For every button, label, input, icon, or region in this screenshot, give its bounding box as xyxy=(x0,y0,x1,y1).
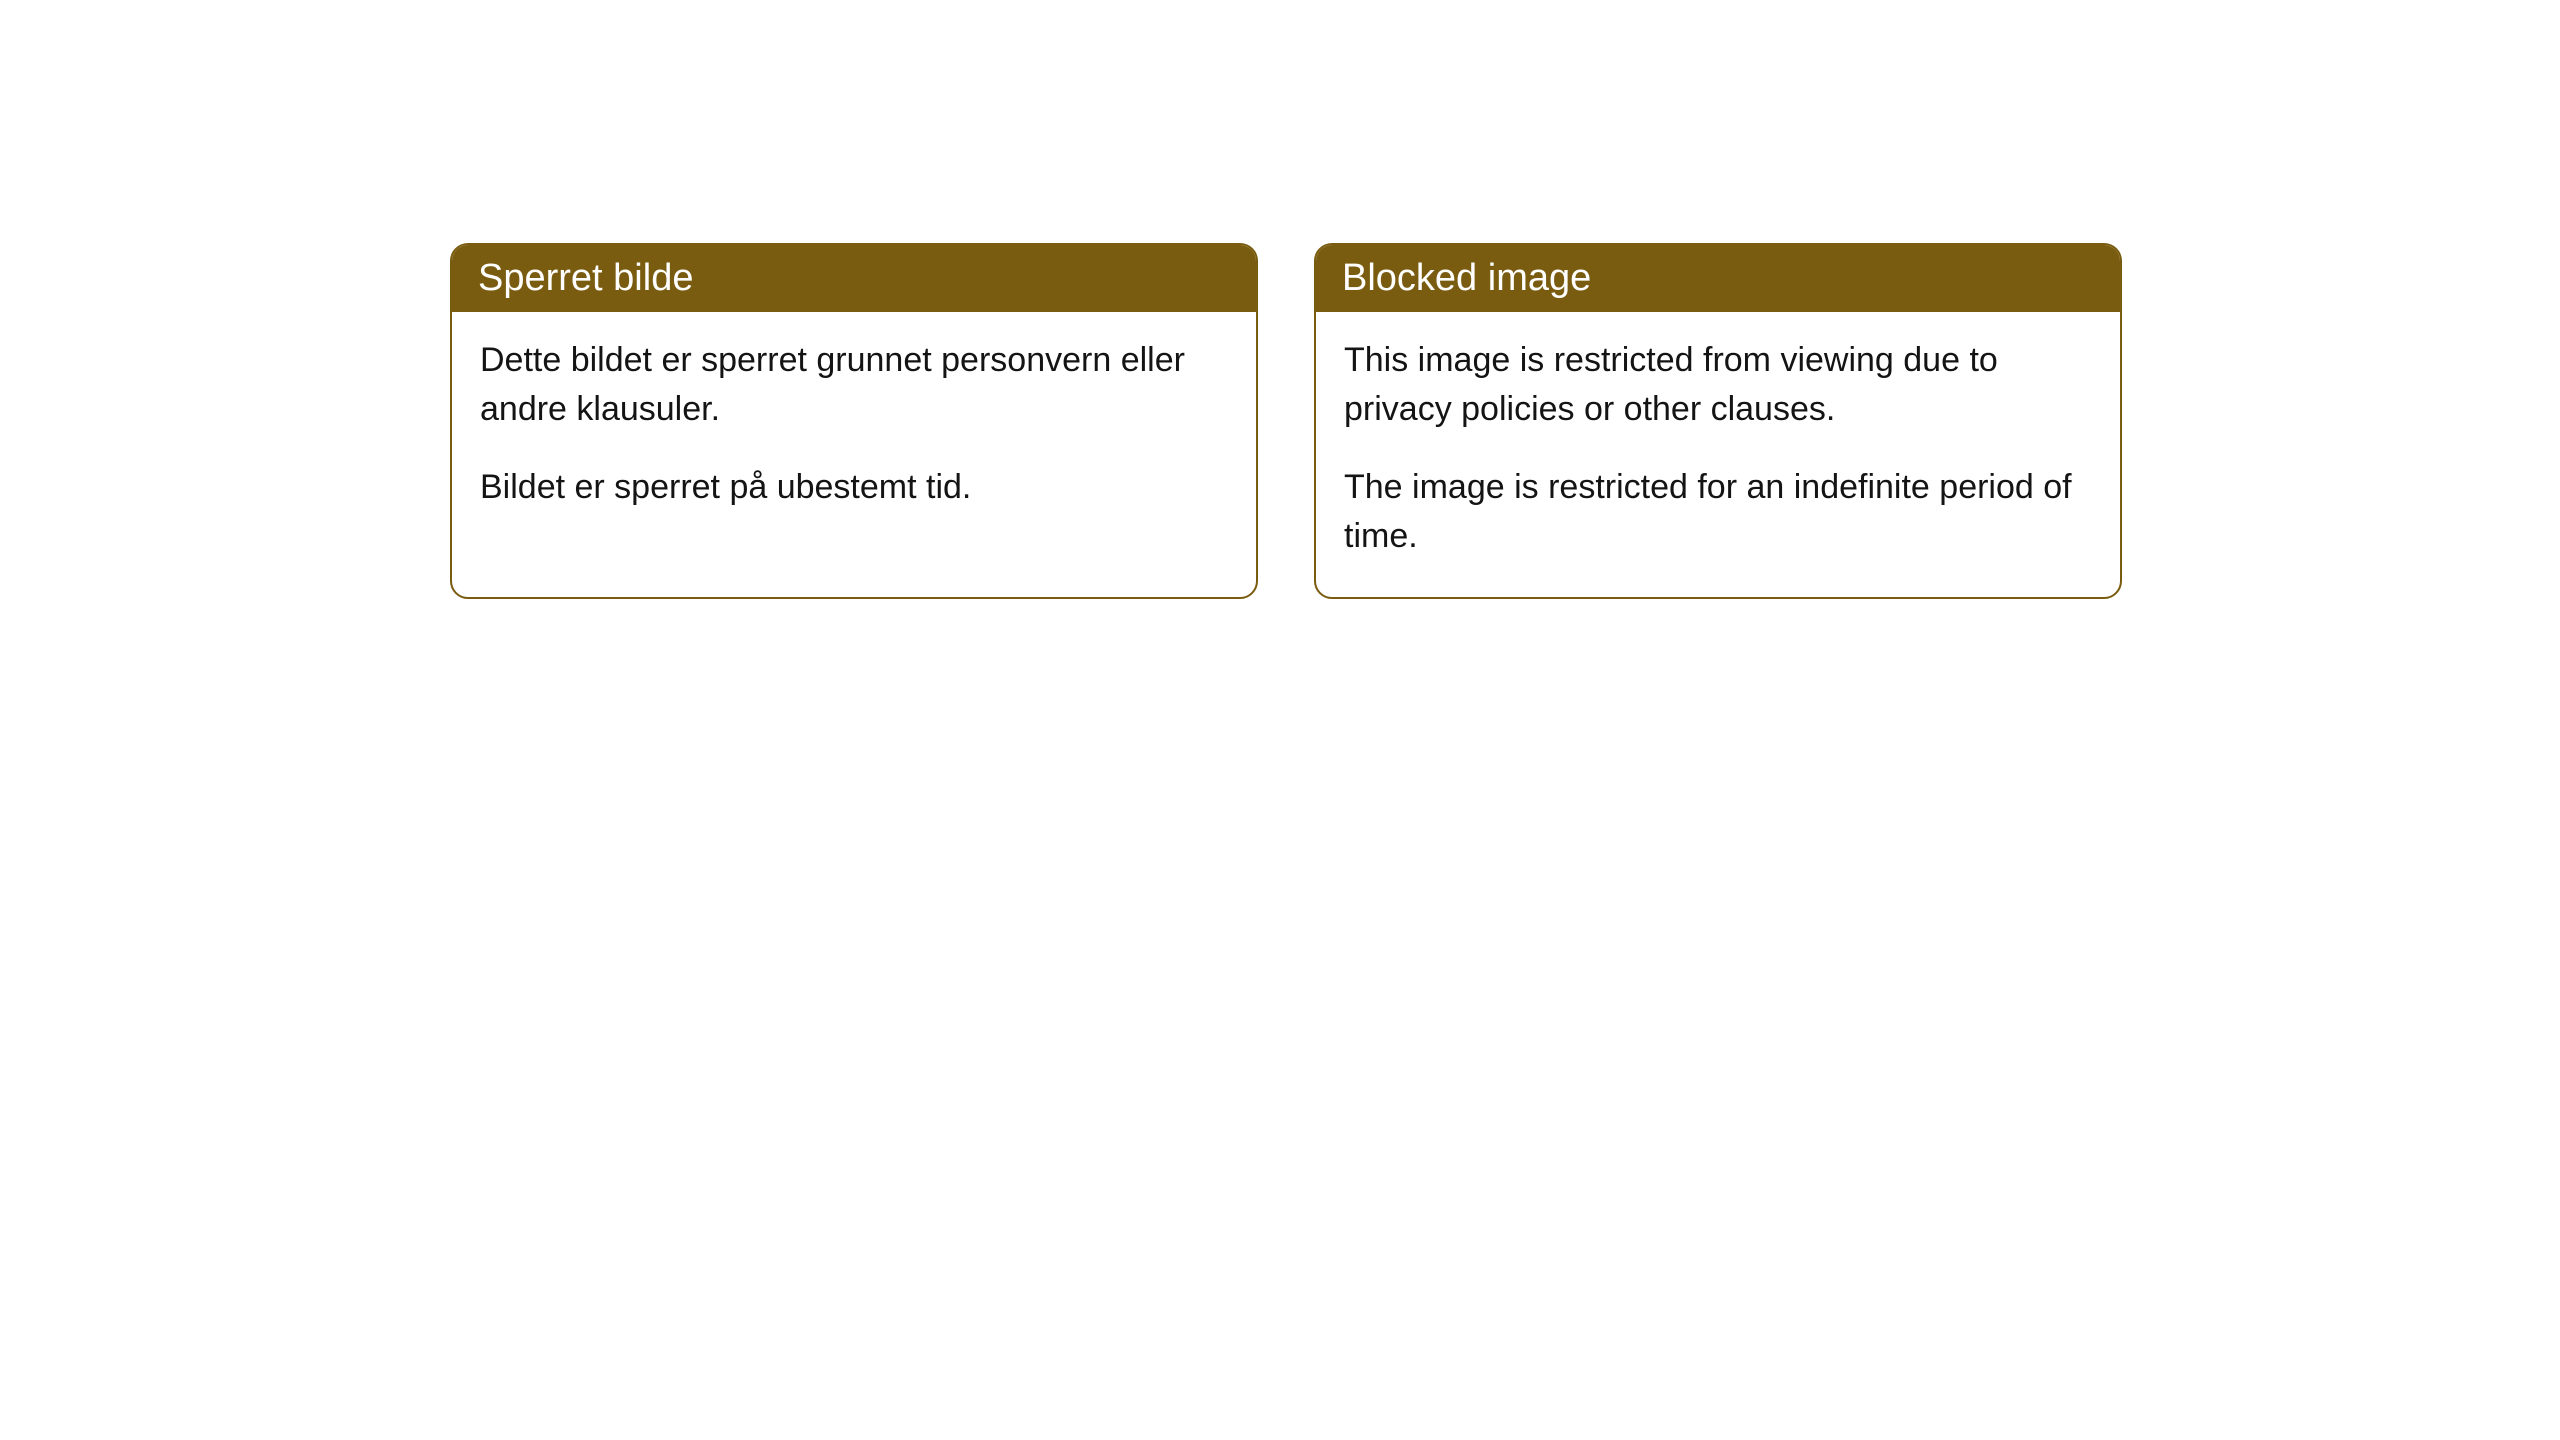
card-body-norwegian: Dette bildet er sperret grunnet personve… xyxy=(452,312,1256,548)
card-paragraph: The image is restricted for an indefinit… xyxy=(1344,463,2092,562)
card-paragraph: Dette bildet er sperret grunnet personve… xyxy=(480,336,1228,435)
card-header-norwegian: Sperret bilde xyxy=(452,245,1256,312)
card-paragraph: This image is restricted from viewing du… xyxy=(1344,336,2092,435)
card-norwegian: Sperret bilde Dette bildet er sperret gr… xyxy=(450,243,1258,599)
cards-container: Sperret bilde Dette bildet er sperret gr… xyxy=(450,243,2122,599)
card-body-english: This image is restricted from viewing du… xyxy=(1316,312,2120,597)
card-paragraph: Bildet er sperret på ubestemt tid. xyxy=(480,463,1228,512)
card-title: Blocked image xyxy=(1342,257,1591,299)
card-english: Blocked image This image is restricted f… xyxy=(1314,243,2122,599)
card-header-english: Blocked image xyxy=(1316,245,2120,312)
card-title: Sperret bilde xyxy=(478,257,693,299)
